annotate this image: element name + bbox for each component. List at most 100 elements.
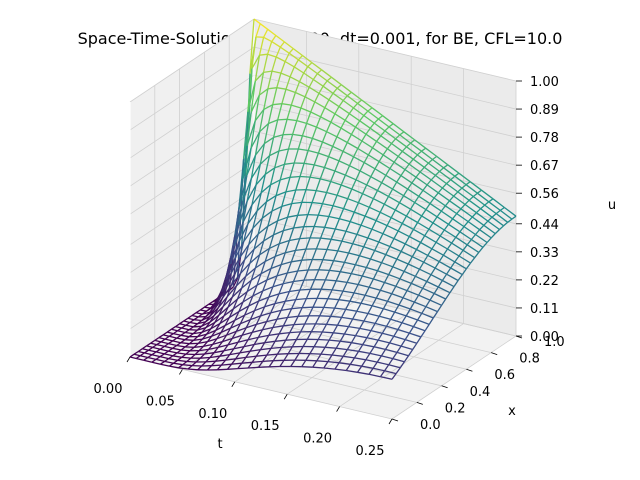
surface-mesh-line — [284, 52, 290, 62]
surface-mesh-line — [346, 369, 358, 373]
surface-mesh-line — [159, 355, 169, 360]
surface-mesh-line — [455, 231, 461, 238]
surface-mesh-line — [381, 262, 394, 268]
surface-mesh-line — [376, 262, 383, 272]
surface-mesh-line — [399, 271, 405, 280]
surface-mesh-line — [433, 286, 439, 294]
surface-mesh-line — [417, 154, 429, 164]
surface-mesh-line — [363, 114, 375, 124]
surface-mesh-line — [390, 311, 396, 320]
surface-mesh-line — [434, 261, 440, 269]
surface-mesh-line — [272, 119, 279, 138]
surface-mesh-line — [281, 261, 292, 266]
surface-mesh-line — [259, 123, 269, 133]
surface-mesh-line — [254, 94, 260, 121]
surface-mesh-line — [260, 184, 272, 194]
x-tick-label: 0.2 — [445, 401, 466, 416]
surface-mesh-line — [369, 206, 381, 213]
surface-mesh-line — [309, 346, 315, 354]
surface-mesh-line — [264, 335, 270, 344]
surface-mesh-line — [415, 176, 428, 186]
surface-mesh-line — [293, 148, 299, 164]
surface-mesh-line — [326, 239, 332, 250]
x-tick-mark — [391, 418, 399, 422]
surface-mesh-line — [307, 202, 313, 215]
surface-mesh-line — [331, 354, 344, 357]
surface-mesh-line — [383, 203, 396, 211]
surface-mesh-line — [246, 184, 257, 202]
surface-mesh-line — [303, 72, 314, 81]
surface-mesh-line — [399, 202, 411, 210]
surface-mesh-line — [283, 353, 289, 361]
surface-mesh-line — [263, 226, 269, 242]
surface-mesh-line — [289, 175, 301, 178]
surface-mesh-line — [414, 268, 421, 277]
surface-mesh-line — [331, 76, 342, 86]
surface-mesh-line — [426, 280, 439, 288]
surface-mesh-line — [439, 235, 452, 244]
surface-mesh-line — [388, 123, 394, 128]
surface-mesh-line — [286, 104, 292, 120]
surface-mesh-line — [353, 156, 365, 164]
gridline-u-back — [253, 102, 517, 166]
surface-mesh-line — [439, 170, 452, 181]
surface-mesh-line — [471, 216, 485, 226]
surface-mesh-line — [421, 306, 427, 314]
surface-mesh-line — [401, 150, 414, 160]
surface-mesh-line — [405, 338, 417, 344]
surface-mesh-line — [257, 290, 264, 302]
surface-mesh-line — [312, 78, 324, 87]
surface-mesh-line — [371, 220, 377, 230]
surface-mesh-line — [372, 361, 378, 369]
t-tick-label: 0.15 — [251, 419, 280, 434]
surface-mesh-line — [418, 195, 431, 205]
surface-mesh-line — [278, 325, 284, 335]
surface-mesh-line — [227, 341, 239, 346]
surface-mesh-line — [264, 255, 276, 262]
surface-mesh-line — [467, 216, 473, 223]
surface-mesh-line — [313, 214, 319, 227]
surface-mesh-line — [366, 176, 372, 186]
surface-mesh-line — [479, 229, 492, 239]
surface-mesh-line — [432, 216, 438, 224]
surface-mesh-line — [189, 321, 198, 325]
surface-mesh-line — [171, 328, 178, 332]
surface-mesh-line — [238, 305, 250, 313]
x-tick-label: 1.0 — [544, 335, 565, 350]
t-tick-label: 0.10 — [198, 407, 227, 422]
surface-mesh-line — [404, 332, 410, 340]
surface-mesh-line — [450, 261, 456, 269]
surface-mesh-line — [361, 359, 367, 367]
surface-mesh-line — [400, 345, 413, 351]
surface-mesh-line — [266, 353, 278, 356]
surface-mesh-line — [266, 318, 278, 323]
surface-mesh-line — [477, 189, 482, 194]
surface-mesh-line — [390, 209, 396, 219]
surface-mesh-line — [310, 323, 317, 333]
surface-mesh-line — [398, 195, 405, 204]
surface-mesh-line — [454, 175, 467, 186]
surface-mesh-line — [436, 210, 442, 218]
surface-mesh-line — [359, 170, 372, 178]
surface-mesh-line — [290, 92, 297, 106]
surface-mesh-line — [311, 126, 318, 139]
surface-mesh-line — [467, 221, 480, 231]
surface-mesh-line — [261, 321, 268, 330]
surface-mesh-line — [348, 113, 361, 122]
surface-mesh-line — [414, 195, 420, 203]
surface-mesh-line — [357, 371, 370, 375]
surface-mesh-line — [217, 368, 228, 371]
surface-mesh-line — [180, 342, 190, 345]
surface-mesh-line — [223, 306, 229, 317]
surface-mesh-line — [396, 251, 402, 260]
surface-mesh-line — [418, 294, 431, 301]
surface-mesh-line — [300, 96, 306, 109]
surface-mesh-line — [402, 297, 415, 303]
surface-mesh-line — [471, 212, 477, 218]
surface-mesh-line — [268, 234, 275, 249]
surface-mesh-line — [352, 243, 364, 248]
surface-mesh-line — [397, 155, 410, 165]
gridline-u-left — [129, 74, 255, 159]
surface-mesh-line — [414, 139, 427, 149]
surface-mesh-line — [340, 174, 346, 186]
